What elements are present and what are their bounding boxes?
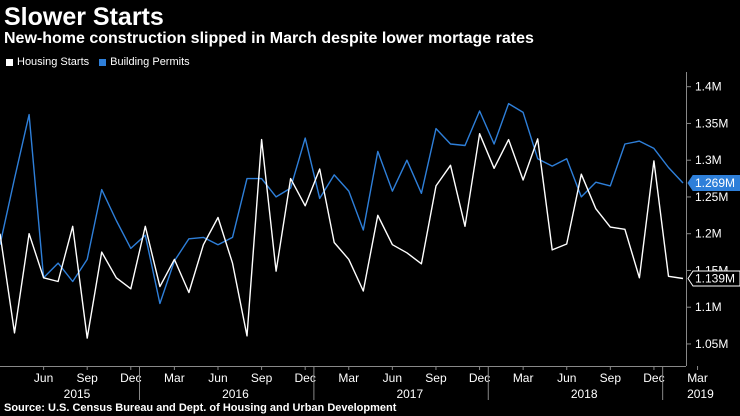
chart-subtitle: New-home construction slipped in March d…	[4, 30, 534, 47]
x-tick-label-8: Jun	[383, 371, 402, 385]
chart-title: Slower Starts	[4, 3, 164, 31]
x-tick-label-14: Dec	[643, 371, 664, 385]
x-year-label-4: 2019	[687, 387, 714, 400]
x-year-label-1: 2016	[222, 387, 249, 400]
x-tick-label-9: Sep	[425, 371, 447, 385]
y-tick-label-5: 1.3M	[695, 153, 722, 167]
y-tick-label-1: 1.1M	[695, 300, 722, 314]
x-tick-label-10: Dec	[469, 371, 490, 385]
x-year-label-3: 2018	[571, 387, 598, 400]
y-tick-label-6: 1.35M	[695, 116, 728, 130]
y-tick-label-4: 1.25M	[695, 190, 728, 204]
x-tick-label-12: Jun	[557, 371, 576, 385]
x-tick-label-3: Mar	[164, 371, 185, 385]
legend-item-building-permits[interactable]: Building Permits	[99, 56, 190, 68]
x-tick-label-6: Dec	[294, 371, 315, 385]
end-callout-housing-starts	[687, 270, 740, 287]
x-tick-label-2: Dec	[120, 371, 141, 385]
end-value-label-housing-starts: 1.139M	[695, 272, 735, 286]
x-tick-label-5: Sep	[251, 371, 273, 385]
source-note: Source: U.S. Census Bureau and Dept. of …	[4, 402, 397, 414]
legend-item-housing-starts[interactable]: Housing Starts	[6, 56, 89, 68]
x-tick-label-11: Mar	[513, 371, 534, 385]
legend-label-building-permits: Building Permits	[110, 56, 190, 68]
x-tick-label-7: Mar	[338, 371, 359, 385]
legend: Housing Starts Building Permits	[6, 55, 200, 69]
y-tick-label-0: 1.05M	[695, 337, 728, 351]
series-line-building-permits	[0, 102, 684, 305]
legend-label-housing-starts: Housing Starts	[17, 56, 90, 68]
x-tick-label-1: Sep	[77, 371, 99, 385]
x-tick-label-0: Jun	[34, 371, 53, 385]
x-tick-label-13: Sep	[600, 371, 622, 385]
x-tick-label-4: Jun	[208, 371, 227, 385]
x-year-label-2: 2017	[396, 387, 423, 400]
end-callout-building-permits	[687, 174, 740, 191]
y-tick-label-7: 1.4M	[695, 80, 722, 94]
x-tick-label-15: Mar	[687, 371, 708, 385]
legend-swatch-building-permits	[99, 58, 107, 66]
end-value-label-building-permits: 1.269M	[695, 176, 735, 190]
x-year-label-0: 2015	[64, 387, 91, 400]
y-tick-label-3: 1.2M	[695, 227, 722, 241]
legend-swatch-housing-starts	[6, 58, 13, 66]
series-line-housing-starts	[0, 132, 684, 339]
